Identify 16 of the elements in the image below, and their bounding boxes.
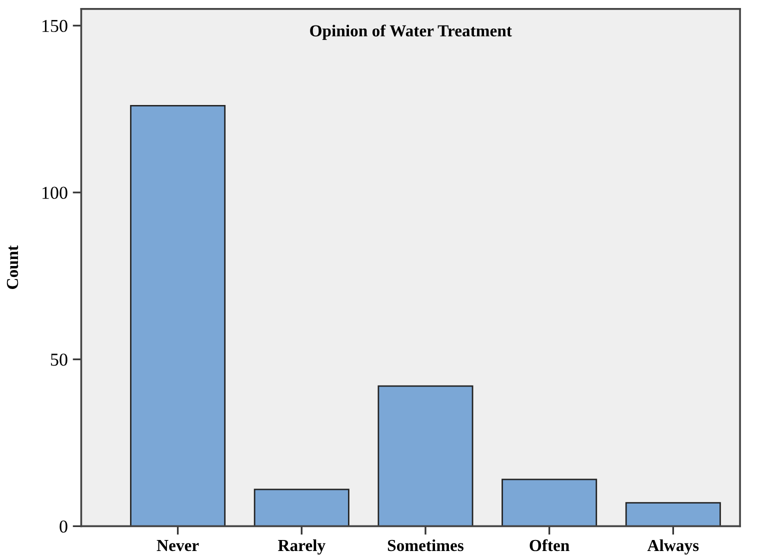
y-axis-title: Count (6, 245, 18, 289)
y-tick-label: 150 (42, 20, 68, 32)
bar (130, 105, 226, 526)
y-tick-label: 100 (42, 186, 68, 199)
text: Opinion of Water Treatment (310, 24, 512, 40)
x-tick-label: Rarely (278, 539, 326, 555)
x-tick-label: Often (530, 539, 570, 552)
x-tick-label: Never (156, 540, 199, 552)
bar (254, 488, 350, 526)
bar (378, 385, 474, 526)
bar (625, 502, 721, 526)
y-tick-label: 50 (51, 354, 68, 366)
y-tick-label: 0 (60, 520, 68, 533)
bar (502, 478, 598, 526)
x-tick-label: Sometimes (388, 539, 464, 552)
x-tick-label: Always (647, 539, 699, 555)
